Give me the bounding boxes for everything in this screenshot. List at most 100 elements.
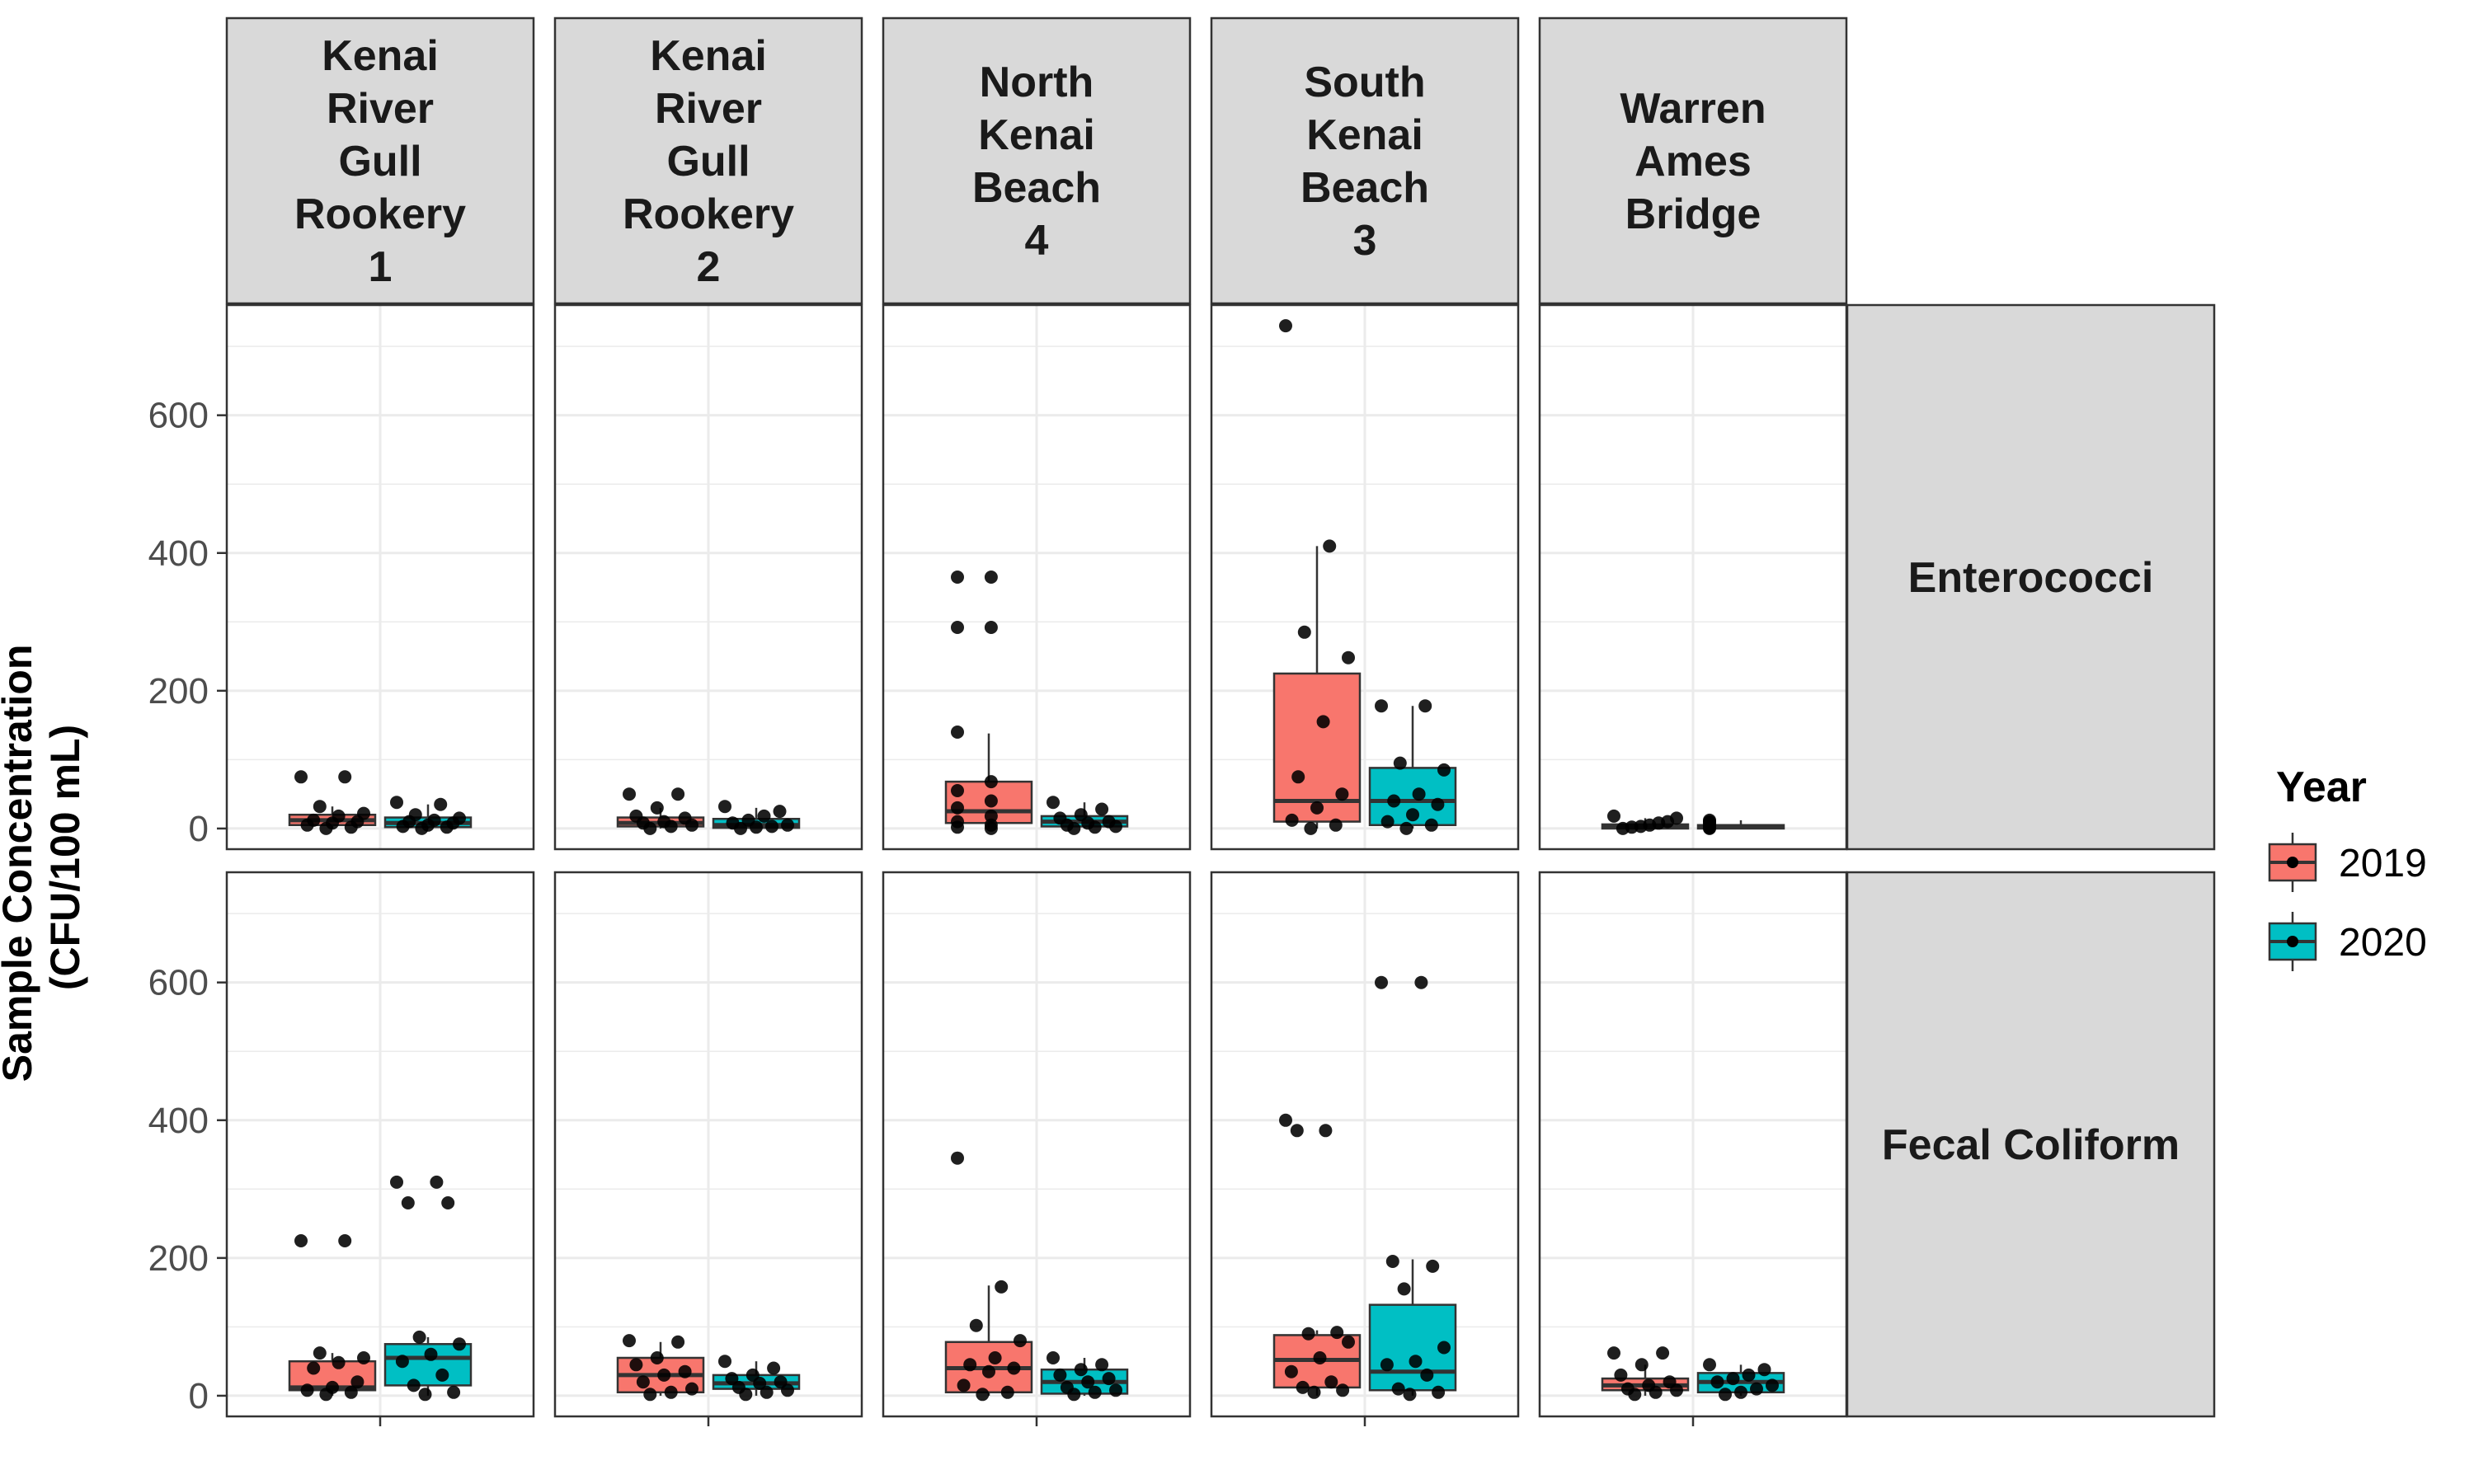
data-point	[1393, 756, 1407, 770]
data-point	[453, 1337, 466, 1351]
data-point	[1307, 1385, 1321, 1399]
data-point	[1412, 787, 1426, 801]
data-point	[1437, 1341, 1451, 1355]
data-point	[424, 1347, 438, 1361]
column-strip-3: North Kenai Beach 4	[882, 16, 1192, 305]
data-point	[623, 787, 636, 801]
panel-r1-c3	[883, 305, 1190, 849]
panel-r1-c1	[227, 305, 534, 849]
data-point	[1007, 1361, 1021, 1375]
strip-label: Kenai	[978, 111, 1095, 159]
box-2020	[383, 796, 473, 835]
data-point	[1607, 809, 1620, 823]
strip-label: River	[655, 85, 762, 133]
data-point	[434, 797, 448, 811]
data-point	[338, 770, 352, 784]
panel-r2-c4	[1211, 872, 1518, 1416]
data-point	[1656, 1346, 1670, 1360]
box-2020	[1696, 1358, 1785, 1402]
data-point	[1074, 1363, 1088, 1377]
data-point	[671, 787, 685, 801]
strip-label: Gull	[666, 138, 750, 186]
strip-background	[1538, 16, 1848, 305]
data-point	[1316, 715, 1330, 729]
data-point	[1710, 1375, 1724, 1389]
data-point	[1403, 1388, 1417, 1402]
data-point	[1279, 319, 1292, 333]
y-tick-label: 200	[148, 671, 209, 711]
data-point	[1296, 1380, 1310, 1394]
data-point	[657, 1368, 671, 1382]
strip-label: South	[1304, 59, 1425, 106]
box-2019	[1601, 809, 1690, 835]
data-point	[685, 818, 698, 832]
data-point	[1285, 813, 1299, 827]
box-2019	[616, 1334, 705, 1402]
data-point	[1432, 1385, 1446, 1399]
data-point	[1313, 1351, 1327, 1364]
y-tick-label: 0	[189, 809, 209, 849]
box-2019	[1272, 1113, 1362, 1399]
data-point	[1380, 815, 1395, 829]
data-point	[1102, 1372, 1116, 1386]
data-point	[1406, 808, 1419, 822]
y-tick-label: 400	[148, 1101, 209, 1141]
data-point	[1304, 821, 1318, 835]
data-point	[1053, 1368, 1067, 1382]
strip-label: Rookery	[294, 190, 466, 238]
data-point	[344, 820, 358, 834]
data-point	[1616, 821, 1630, 835]
legend: Year 2019 2020	[2268, 763, 2427, 971]
data-point	[1279, 1113, 1292, 1127]
data-point	[1424, 818, 1438, 832]
data-point	[1297, 625, 1311, 639]
panel-border	[1210, 303, 1520, 851]
data-point	[951, 820, 964, 834]
data-point	[1634, 1358, 1649, 1372]
data-point	[951, 784, 964, 797]
data-point	[1649, 1385, 1663, 1399]
data-point	[1095, 1358, 1109, 1372]
data-point	[1670, 1383, 1683, 1397]
data-point	[1329, 818, 1343, 832]
legend-key-point	[2287, 857, 2298, 868]
data-point	[1385, 1255, 1399, 1268]
y-tick-label: 0	[189, 1376, 209, 1416]
data-point	[1766, 1378, 1779, 1392]
box-2020	[1696, 813, 1785, 835]
row-strip-1: Enterococci	[1846, 303, 2216, 851]
data-point	[1095, 802, 1109, 816]
data-point	[678, 1364, 692, 1378]
data-point	[447, 1385, 461, 1399]
box-2020	[712, 800, 801, 835]
data-point	[1000, 1385, 1014, 1399]
legend-item-2019: 2019	[2268, 833, 2427, 892]
panels-layer	[225, 303, 1848, 1418]
data-point	[951, 621, 964, 634]
y-axis-title: Sample Concentration (CFU/100 mL)	[0, 633, 88, 1082]
data-point	[1420, 1368, 1434, 1382]
data-point	[1088, 820, 1102, 834]
data-point	[332, 1355, 346, 1369]
data-point	[951, 571, 964, 584]
data-point	[1742, 1368, 1756, 1382]
data-point	[1067, 1388, 1081, 1402]
data-point	[1109, 819, 1122, 834]
data-point	[951, 1151, 964, 1165]
legend-item-2020: 2020	[2268, 912, 2427, 971]
data-point	[1380, 1358, 1394, 1372]
data-point	[957, 1378, 971, 1392]
box-2019	[1272, 319, 1362, 835]
strip-label: Ames	[1634, 138, 1752, 186]
legend-key-point	[2287, 936, 2298, 947]
data-point	[629, 1358, 643, 1372]
data-point	[401, 1196, 415, 1209]
data-point	[643, 1388, 657, 1402]
y-axis: 0 200 400 600 0 200 400 600	[148, 396, 1695, 1426]
data-point	[1375, 699, 1388, 713]
data-point	[984, 621, 998, 634]
